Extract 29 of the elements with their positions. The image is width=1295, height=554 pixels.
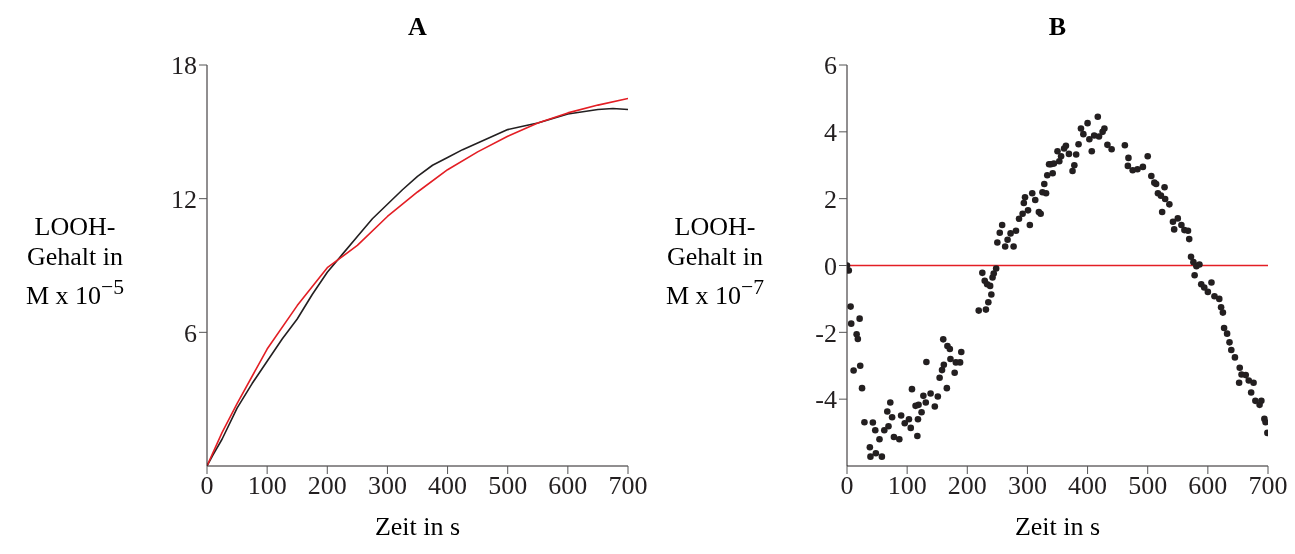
chart-title: A <box>407 12 428 42</box>
x-tick-label: 400 <box>1068 471 1108 501</box>
x-tick-label: 500 <box>488 471 528 501</box>
y-tick-label: 6 <box>184 318 197 348</box>
x-tick-label: 100 <box>247 471 287 501</box>
y-axis-title: LOOH- Gehalt in M x 10$^{−7}$ <box>664 212 766 311</box>
chart-title: B <box>1047 12 1068 42</box>
y-axis-title: LOOH- Gehalt in M x 10$^{−5}$ <box>24 212 126 311</box>
y-tick-label: -2 <box>815 318 837 348</box>
x-tick-label: 600 <box>1188 471 1228 501</box>
x-tick-label: 100 <box>887 471 927 501</box>
x-tick-label: 300 <box>1007 471 1047 501</box>
y-tick-label: -4 <box>815 385 837 415</box>
y-tick-label: 2 <box>824 184 837 214</box>
y-tick-label: 12 <box>171 184 197 214</box>
x-tick-label: 600 <box>548 471 588 501</box>
x-tick-label: 200 <box>307 471 347 501</box>
y-tick-label: 18 <box>171 51 197 81</box>
x-tick-label: 400 <box>428 471 468 501</box>
y-tick-label: 0 <box>824 251 837 281</box>
x-tick-label: 700 <box>608 471 648 501</box>
x-tick-label: 200 <box>947 471 987 501</box>
y-tick-label: 4 <box>824 118 837 148</box>
y-tick-label: 6 <box>824 51 837 81</box>
x-axis-title: Zeit in s <box>373 512 462 542</box>
x-tick-label: 700 <box>1248 471 1288 501</box>
x-tick-label: 300 <box>367 471 407 501</box>
x-tick-label: 500 <box>1128 471 1168 501</box>
x-axis-title: Zeit in s <box>1013 512 1102 542</box>
